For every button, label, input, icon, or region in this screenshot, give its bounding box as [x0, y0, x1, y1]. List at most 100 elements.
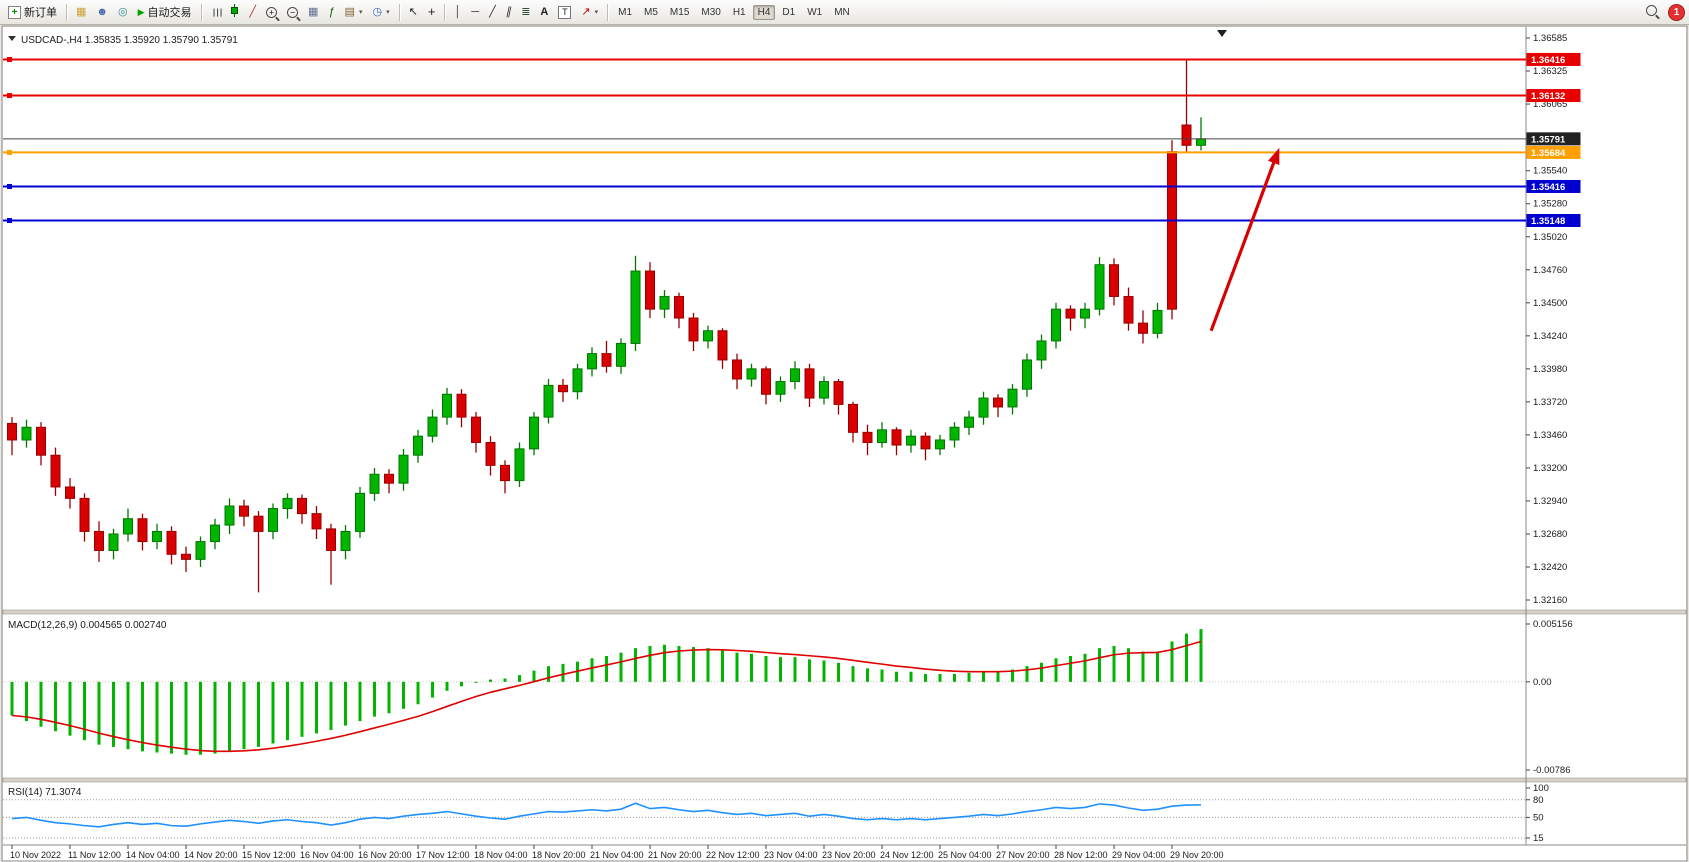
zoom-in-icon: + [266, 6, 278, 18]
price-tick-label: 1.33980 [1533, 364, 1567, 375]
bar-chart-button[interactable]: ☰ [207, 2, 225, 22]
timeframe-button-h1[interactable]: H1 [728, 5, 751, 20]
price-tick-label: 1.35020 [1533, 232, 1567, 243]
macd-label: MACD(12,26,9) 0.004565 0.002740 [8, 620, 167, 631]
navigator-button[interactable]: ◎ [114, 2, 132, 22]
price-tick-label: 1.34760 [1533, 265, 1567, 276]
rsi-tick-label: 100 [1533, 783, 1549, 794]
horizontal-line-1.36132[interactable]: 1.36132 [3, 89, 1581, 103]
chart-shift-marker[interactable] [1217, 30, 1227, 37]
time-axis[interactable]: 10 Nov 2022 11 Nov 12:00 14 Nov 04:00 14 No… [10, 845, 1224, 860]
price-tick-label: 1.36325 [1533, 66, 1567, 77]
rsi-tick-label: 50 [1533, 812, 1544, 823]
text-label-button[interactable]: T [554, 2, 575, 22]
zoom-out-icon: − [287, 6, 299, 18]
trendline-icon: ╱ [489, 6, 496, 18]
horizontal-line-1.35684[interactable]: 1.35684 [3, 145, 1581, 159]
templates-button[interactable]: ▤ ▾ [341, 2, 367, 22]
symbol-ohlc-label: USDCAD-,H4 1.35835 1.35920 1.35790 1.357… [21, 35, 238, 46]
new-order-button[interactable]: + 新订单 [4, 2, 61, 22]
text-button[interactable]: A [536, 2, 552, 22]
svg-text:1.36132: 1.36132 [1531, 91, 1565, 102]
panel-separator[interactable] [2, 609, 1687, 615]
horizontal-line-1.36416[interactable]: 1.36416 [3, 52, 1581, 66]
line-chart-button[interactable]: ╱ [245, 2, 260, 22]
time-tick-label: 24 Nov 12:00 [880, 850, 934, 860]
current-price-1.35791[interactable]: 1.35791 [3, 132, 1581, 146]
timeframe-button-m5[interactable]: M5 [639, 5, 663, 20]
chevron-down-icon: ▾ [594, 9, 599, 16]
one-click-trading-toggle[interactable] [8, 36, 16, 41]
vertical-line-button[interactable]: │ [450, 2, 465, 22]
new-chart-button[interactable]: ▦ [72, 2, 90, 22]
search-button[interactable] [1642, 2, 1661, 22]
price-tick-label: 1.32160 [1533, 595, 1567, 606]
play-icon: ▶ [137, 7, 145, 17]
svg-text:1.36416: 1.36416 [1531, 55, 1565, 66]
timeframe-button-d1[interactable]: D1 [777, 5, 800, 20]
toolbar-separator [66, 3, 67, 21]
timeframe-button-mn[interactable]: MN [829, 5, 855, 20]
profiles-button[interactable]: ☻ [92, 2, 112, 22]
rsi-label: RSI(14) 71.3074 [8, 787, 82, 798]
text-label-icon: T [558, 5, 572, 19]
svg-text:1.35684: 1.35684 [1531, 148, 1566, 159]
arrows-button[interactable]: ↗ ▾ [577, 2, 602, 22]
horizontal-line-button[interactable]: ─ [467, 2, 483, 22]
candlestick-chart-button[interactable] [226, 2, 243, 22]
macd-tick-label: 0.00 [1533, 677, 1552, 688]
price-tick-label: 1.35540 [1533, 166, 1567, 177]
time-tick-label: 23 Nov 04:00 [764, 850, 818, 860]
timeframe-button-m30[interactable]: M30 [696, 5, 725, 20]
chart-area: 1.36585 1.36325 1.36065 1.35540 1.35280 1.350… [1, 25, 1688, 862]
panel-separator[interactable] [2, 777, 1687, 783]
macd-tick-label: -0.00786 [1533, 765, 1571, 776]
toolbar-separator [398, 3, 400, 21]
fibonacci-button[interactable]: ≣ [517, 2, 534, 22]
auto-trading-button[interactable]: ▶ 自动交易 [134, 2, 196, 22]
channel-button[interactable]: ∥ [502, 2, 516, 22]
price-tag-1.35684: 1.35684 [1526, 145, 1581, 159]
svg-text:1.35791: 1.35791 [1531, 134, 1566, 145]
timeframe-button-m1[interactable]: M1 [613, 5, 637, 20]
crosshair-button[interactable]: + [424, 2, 440, 22]
trendline-button[interactable]: ╱ [485, 2, 500, 22]
zoom-in-button[interactable]: + [262, 2, 281, 22]
horizontal-line-1.35416[interactable]: 1.35416 [3, 179, 1581, 193]
timeframe-button-h4[interactable]: H4 [752, 4, 776, 20]
timeframe-button-w1[interactable]: W1 [802, 5, 827, 20]
zoom-out-button[interactable]: − [283, 2, 302, 22]
time-tick-label: 22 Nov 12:00 [706, 850, 760, 860]
macd-signal-line [11, 640, 1202, 753]
time-tick-label: 16 Nov 20:00 [358, 850, 412, 860]
price-tick-label: 1.32420 [1533, 562, 1567, 573]
horizontal-line-1.35148[interactable]: 1.35148 [3, 214, 1581, 228]
timeframe-button-m15[interactable]: M15 [665, 5, 694, 20]
price-axis[interactable]: 1.36585 1.36325 1.36065 1.35540 1.35280 1.350… [1526, 33, 1567, 606]
toolbar: + 新订单 ▦ ☻ ◎ ▶ 自动交易 ☰ ╱ + − ▦ ƒ ▤ ▾ ◷ ▾ ↖ + │ ─ ╱ ∥ ≣ A T ↗ ▾ M1 M5 M15… [0, 0, 1689, 25]
clock-button[interactable]: ◷ ▾ [368, 2, 393, 22]
cursor-button[interactable]: ↖ [405, 2, 422, 22]
horizontal-line-icon: ─ [471, 6, 480, 18]
time-tick-label: 10 Nov 2022 [10, 850, 61, 860]
line-handle [7, 56, 12, 62]
time-tick-label: 29 Nov 04:00 [1112, 850, 1166, 860]
clock-icon: ◷ [372, 6, 383, 18]
price-tick-label: 1.33720 [1533, 397, 1567, 408]
line-handle [7, 93, 12, 99]
indicators-button[interactable]: ƒ [324, 2, 338, 22]
trend-arrow-annotation[interactable] [1209, 147, 1280, 332]
tile-windows-button[interactable]: ▦ [304, 2, 322, 22]
auto-trading-button-label: 自动交易 [147, 7, 192, 19]
chevron-down-icon: ▾ [386, 9, 390, 16]
price-tag-1.35148: 1.35148 [1526, 214, 1581, 228]
main-chart-panel[interactable] [7, 58, 1206, 593]
macd-panel[interactable]: 0.005156 0.00 -0.00786 [3, 619, 1573, 776]
indicators-icon: ƒ [328, 6, 335, 18]
price-tag-1.35416: 1.35416 [1526, 179, 1581, 193]
toolbar-separator [607, 3, 609, 21]
vertical-line-icon: │ [454, 6, 462, 18]
notification-badge[interactable]: 1 [1668, 3, 1685, 21]
chevron-down-icon: ▾ [358, 9, 363, 16]
